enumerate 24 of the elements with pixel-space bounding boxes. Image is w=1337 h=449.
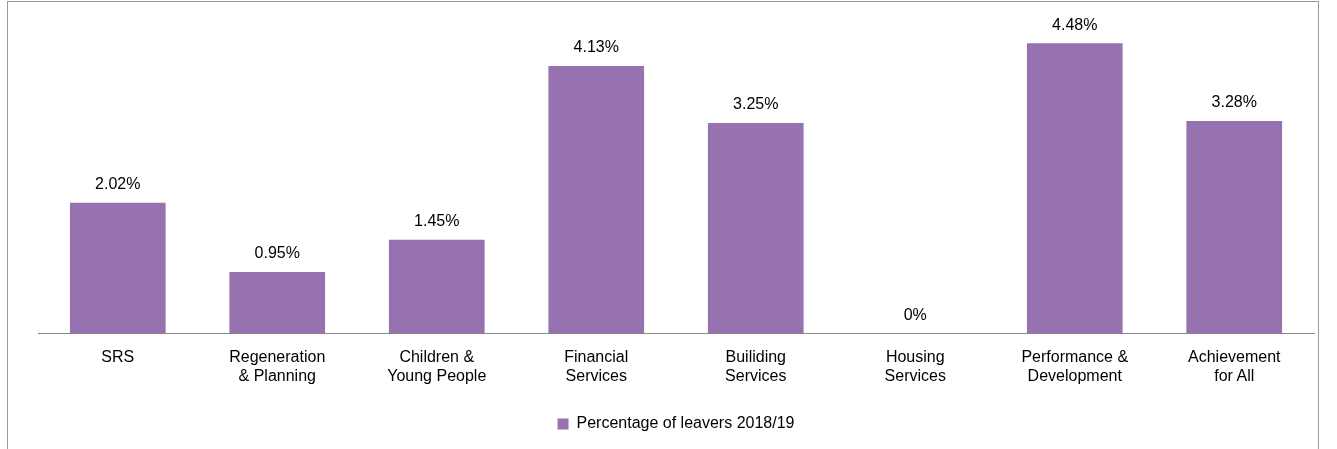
bar [1026, 43, 1123, 334]
data-label: 0% [903, 306, 927, 324]
bar [1186, 121, 1283, 334]
bar [229, 272, 326, 334]
x-tick-label: Children & Young People [387, 347, 487, 384]
bar [707, 123, 804, 334]
x-tick-label: Performance & Development [1021, 347, 1129, 384]
legend-label: Percentage of leavers 2018/19 [576, 414, 795, 432]
data-label: 4.48% [1052, 15, 1098, 33]
data-label: 3.28% [1211, 93, 1257, 111]
x-tick-label: Housing Services [884, 347, 946, 384]
x-tick-label: Financial Services [564, 347, 629, 384]
bar [548, 65, 645, 334]
x-tick-label: Builiding Services [725, 347, 787, 384]
data-label: 1.45% [414, 212, 460, 230]
x-tick-label: Achievement for All [1188, 347, 1282, 384]
bar [69, 202, 166, 334]
bar [388, 239, 485, 334]
data-label: 4.13% [573, 38, 619, 56]
x-tick-label: Regeneration & Planning [229, 347, 326, 384]
data-label: 2.02% [95, 175, 141, 193]
data-label: 0.95% [254, 244, 300, 262]
data-label: 3.25% [733, 95, 779, 113]
x-tick-label: SRS [101, 347, 135, 365]
